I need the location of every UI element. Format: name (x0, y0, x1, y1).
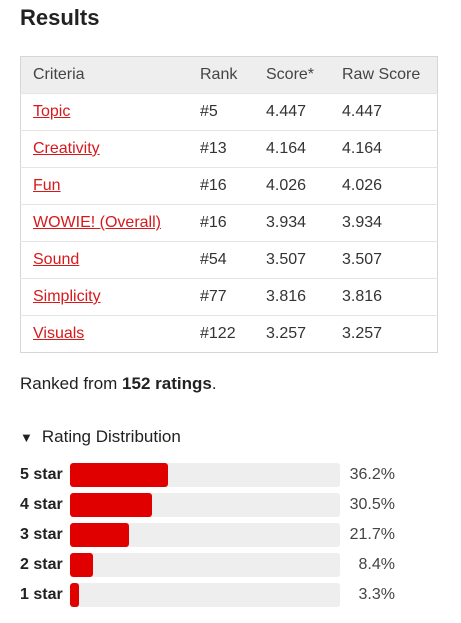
rank-cell: #13 (200, 130, 266, 168)
raw-score-cell: 4.026 (342, 167, 438, 205)
bar-track (70, 463, 340, 487)
bar-fill (70, 493, 152, 517)
ratings-count: 152 ratings (122, 374, 212, 393)
raw-score-cell: 4.164 (342, 130, 438, 168)
table-row: Creativity #13 4.164 4.164 (20, 130, 438, 168)
raw-score-cell: 4.447 (342, 93, 438, 131)
star-label: 4 star (20, 496, 63, 513)
rating-distribution: 5 star 36.2% 4 star 30.5% 3 star 21.7% 2… (20, 460, 440, 610)
raw-score-cell: 3.257 (342, 315, 438, 353)
rank-cell: #16 (200, 204, 266, 242)
table-header-row: Criteria Rank Score* Raw Score (20, 56, 438, 94)
criteria-link-creativity[interactable]: Creativity (33, 140, 100, 157)
percent-label: 3.3% (358, 586, 395, 603)
distribution-row-3-star: 3 star 21.7% (20, 520, 440, 550)
page-title: Results (20, 5, 100, 30)
criteria-link-overall[interactable]: WOWIE! (Overall) (33, 214, 161, 231)
rank-cell: #77 (200, 278, 266, 316)
percent-label: 8.4% (358, 556, 395, 573)
score-cell: 3.507 (266, 241, 342, 279)
column-header-raw-score: Raw Score (342, 66, 421, 83)
criteria-link-sound[interactable]: Sound (33, 251, 80, 268)
criteria-link-topic[interactable]: Topic (33, 103, 71, 120)
bar-track (70, 523, 340, 547)
column-header-rank: Rank (200, 66, 238, 83)
star-label: 5 star (20, 466, 63, 483)
distribution-row-2-star: 2 star 8.4% (20, 550, 440, 580)
ratings-summary-prefix: Ranked from (20, 374, 123, 393)
ratings-summary: Ranked from 152 ratings. (20, 374, 217, 394)
percent-label: 30.5% (349, 496, 395, 513)
score-cell: 3.816 (266, 278, 342, 316)
star-label: 1 star (20, 586, 63, 603)
score-cell: 4.026 (266, 167, 342, 205)
rank-cell: #5 (200, 93, 266, 131)
star-label: 2 star (20, 556, 63, 573)
bar-track (70, 553, 340, 577)
rating-distribution-label: Rating Distribution (41, 427, 181, 446)
column-header-criteria: Criteria (33, 66, 85, 83)
table-row: Visuals #122 3.257 3.257 (20, 315, 438, 353)
star-label: 3 star (20, 526, 63, 543)
table-row: Fun #16 4.026 4.026 (20, 167, 438, 205)
score-cell: 4.447 (266, 93, 342, 131)
criteria-link-simplicity[interactable]: Simplicity (33, 288, 101, 305)
table-row: Simplicity #77 3.816 3.816 (20, 278, 438, 316)
table-row: WOWIE! (Overall) #16 3.934 3.934 (20, 204, 438, 242)
criteria-link-fun[interactable]: Fun (33, 177, 61, 194)
score-cell: 4.164 (266, 130, 342, 168)
raw-score-cell: 3.934 (342, 204, 438, 242)
score-cell: 3.257 (266, 315, 342, 353)
column-header-score: Score* (266, 66, 315, 83)
table-row: Topic #5 4.447 4.447 (20, 93, 438, 131)
results-panel: Results Criteria Rank Score* Raw Score T… (20, 0, 440, 607)
distribution-row-4-star: 4 star 30.5% (20, 490, 440, 520)
score-cell: 3.934 (266, 204, 342, 242)
criteria-link-visuals[interactable]: Visuals (33, 325, 85, 342)
results-table: Criteria Rank Score* Raw Score Topic #5 … (20, 56, 438, 353)
bar-fill (70, 583, 79, 607)
percent-label: 36.2% (349, 466, 395, 483)
triangle-down-icon: ▼ (20, 429, 33, 445)
distribution-row-5-star: 5 star 36.2% (20, 460, 440, 490)
rank-cell: #122 (200, 315, 266, 353)
ratings-summary-suffix: . (211, 374, 217, 393)
bar-track (70, 583, 340, 607)
raw-score-cell: 3.507 (342, 241, 438, 279)
rank-cell: #54 (200, 241, 266, 279)
distribution-row-1-star: 1 star 3.3% (20, 580, 440, 610)
table-row: Sound #54 3.507 3.507 (20, 241, 438, 279)
bar-track (70, 493, 340, 517)
rank-cell: #16 (200, 167, 266, 205)
bar-fill (70, 553, 93, 577)
raw-score-cell: 3.816 (342, 278, 438, 316)
rating-distribution-toggle[interactable]: ▼ Rating Distribution (20, 427, 181, 447)
bar-fill (70, 463, 168, 487)
bar-fill (70, 523, 129, 547)
percent-label: 21.7% (349, 526, 395, 543)
